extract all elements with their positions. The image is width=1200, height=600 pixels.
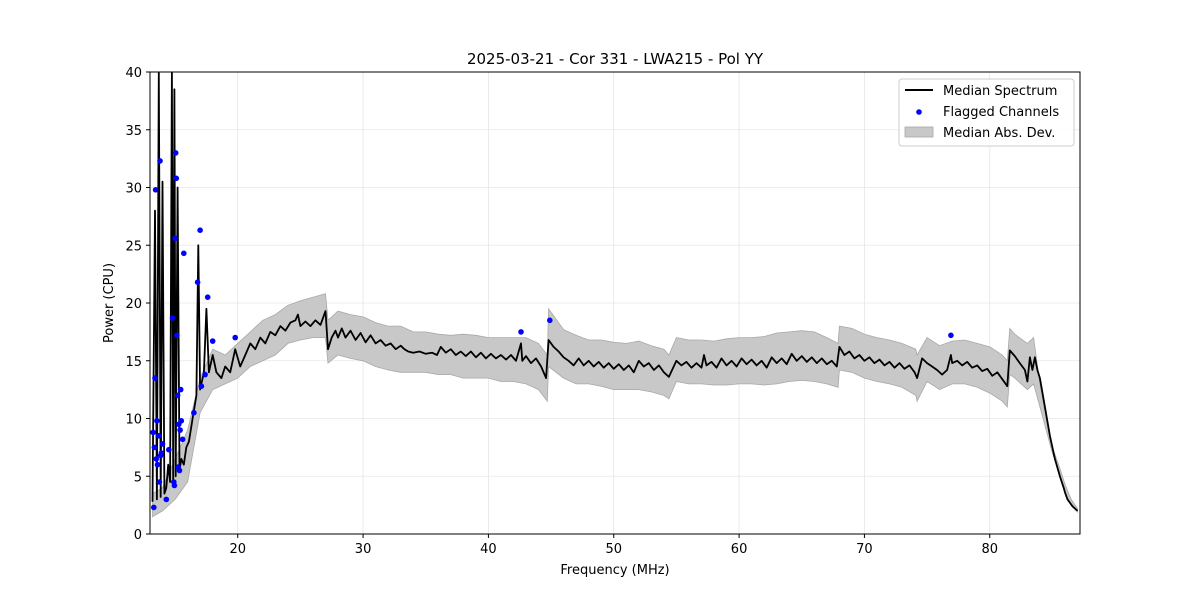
flagged-channel-point (179, 436, 186, 443)
y-tick-label: 30 (125, 182, 142, 197)
flagged-channel-point (177, 427, 183, 433)
flagged-channel-point (157, 158, 163, 164)
flagged-channel-point (169, 315, 176, 321)
y-tick-label: 20 (125, 297, 142, 312)
flagged-channel-point (948, 332, 954, 339)
flagged-channel-point (152, 187, 159, 193)
y-tick-label: 5 (134, 470, 142, 485)
flagged-channel-point (174, 332, 180, 339)
legend-frame (898, 78, 1075, 147)
flagged-channel-point (547, 317, 553, 324)
flagged-channel-point (194, 279, 201, 286)
flagged-channel-point (197, 227, 203, 233)
legend-mad-band-swatch (904, 126, 934, 138)
flagged-channel-point (191, 409, 197, 416)
legend-median-label: Median Spectrum (943, 84, 1057, 99)
y-tick-label: 15 (125, 355, 142, 370)
flagged-channel-point (150, 429, 156, 436)
legend-flagged-label: Flagged Channels (943, 105, 1059, 120)
y-tick-label: 10 (125, 413, 142, 428)
flagged-channel-point (163, 496, 170, 503)
flagged-channel-point (198, 383, 205, 390)
mad-band-layer (152, 293, 1078, 518)
flagged-channel-point (153, 456, 160, 462)
flagged-channel-point (154, 418, 160, 424)
y-axis-label: Power (CPU) (102, 263, 117, 343)
y-tick-label: 35 (125, 124, 142, 139)
median-line-layer (151, 72, 1079, 512)
flagged-channel-point (204, 294, 211, 301)
x-tick-label: 50 (605, 542, 622, 557)
flagged-channel-point (171, 482, 178, 489)
flagged-channel-point (151, 444, 158, 451)
flagged-channel-point (159, 441, 166, 447)
median-spectrum-line (151, 72, 1079, 512)
flagged-channel-point (156, 479, 163, 485)
y-tick-label: 0 (134, 528, 142, 543)
mad-band (152, 293, 1078, 518)
x-tick-label: 60 (731, 542, 748, 557)
x-tick-label: 80 (981, 542, 998, 557)
x-axis-label: Frequency (MHz) (560, 563, 669, 578)
flagged-channel-point (174, 392, 181, 399)
legend: Median Spectrum Flagged Channels Median … (898, 78, 1075, 147)
flagged-channel-point (156, 433, 162, 439)
legend-flagged-marker-swatch (916, 109, 922, 115)
x-tick-label: 20 (229, 542, 246, 557)
flagged-channel-point (177, 386, 184, 393)
flagged-channel-point (173, 175, 180, 182)
flagged-channel-point (154, 461, 161, 468)
flagged-channel-point (172, 235, 178, 242)
y-tick-label: 25 (125, 239, 142, 254)
flagged-channel-point (232, 334, 238, 341)
flagged-channel-point (172, 150, 179, 156)
x-tick-label: 70 (856, 542, 873, 557)
flagged-channel-point (152, 375, 158, 381)
flagged-channel-point (181, 250, 187, 257)
x-axis-ticks: 20 30 40 50 60 70 80 (229, 534, 998, 557)
flagged-points-layer (150, 150, 954, 511)
x-tick-label: 40 (480, 542, 497, 557)
flagged-channel-point (176, 467, 183, 474)
flagged-channel-point (209, 338, 216, 344)
flagged-channel-point (158, 450, 165, 456)
chart-title: 2025-03-21 - Cor 331 - LWA215 - Pol YY (467, 50, 764, 68)
flagged-channel-point (166, 446, 172, 453)
legend-mad-label: Median Abs. Dev. (943, 126, 1055, 141)
flagged-channel-point (202, 371, 208, 378)
y-tick-label: 40 (125, 66, 142, 81)
flagged-channel-point (178, 418, 185, 424)
x-tick-label: 30 (355, 542, 372, 557)
flagged-channel-point (518, 329, 524, 335)
y-axis-ticks: 0 5 10 15 20 25 30 35 40 (125, 66, 150, 543)
flagged-channel-point (151, 504, 157, 511)
